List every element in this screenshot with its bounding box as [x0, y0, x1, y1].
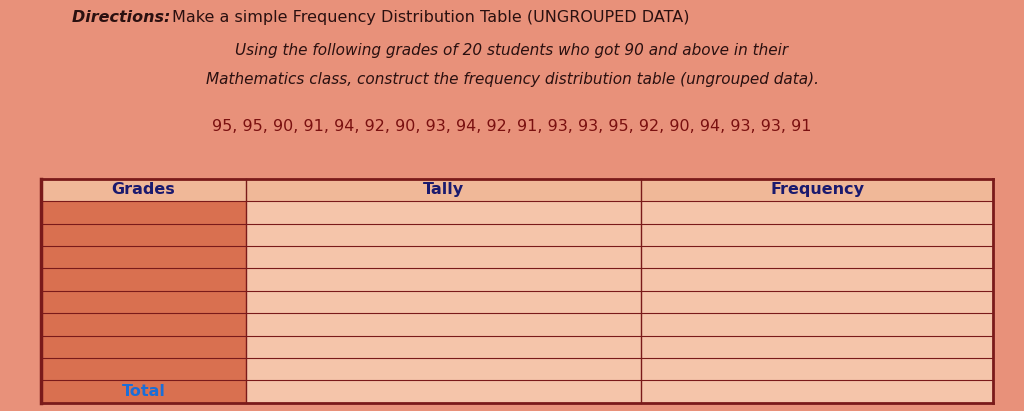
Bar [41, 201, 246, 224]
Text: Using the following grades of 20 students who got 90 and above in their: Using the following grades of 20 student… [236, 43, 788, 58]
Bar [41, 268, 246, 291]
Bar [41, 358, 246, 381]
Bar [41, 291, 246, 313]
Bar [41, 224, 246, 246]
Bar [41, 179, 993, 201]
Bar [41, 179, 993, 403]
Bar [41, 313, 246, 335]
Text: Make a simple Frequency Distribution Table (UNGROUPED DATA): Make a simple Frequency Distribution Tab… [172, 10, 689, 25]
Text: Total: Total [122, 384, 165, 399]
Text: Directions:: Directions: [72, 10, 176, 25]
Text: Frequency: Frequency [770, 182, 864, 197]
Bar [41, 246, 246, 268]
Bar [41, 335, 246, 358]
Text: 95, 95, 90, 91, 94, 92, 90, 93, 94, 92, 91, 93, 93, 95, 92, 90, 94, 93, 93, 91: 95, 95, 90, 91, 94, 92, 90, 93, 94, 92, … [212, 119, 812, 134]
Text: Mathematics class, construct the frequency distribution table (ungrouped data).: Mathematics class, construct the frequen… [206, 72, 818, 87]
Text: Tally: Tally [423, 182, 464, 197]
Bar [41, 381, 246, 403]
Text: Grades: Grades [112, 182, 175, 197]
